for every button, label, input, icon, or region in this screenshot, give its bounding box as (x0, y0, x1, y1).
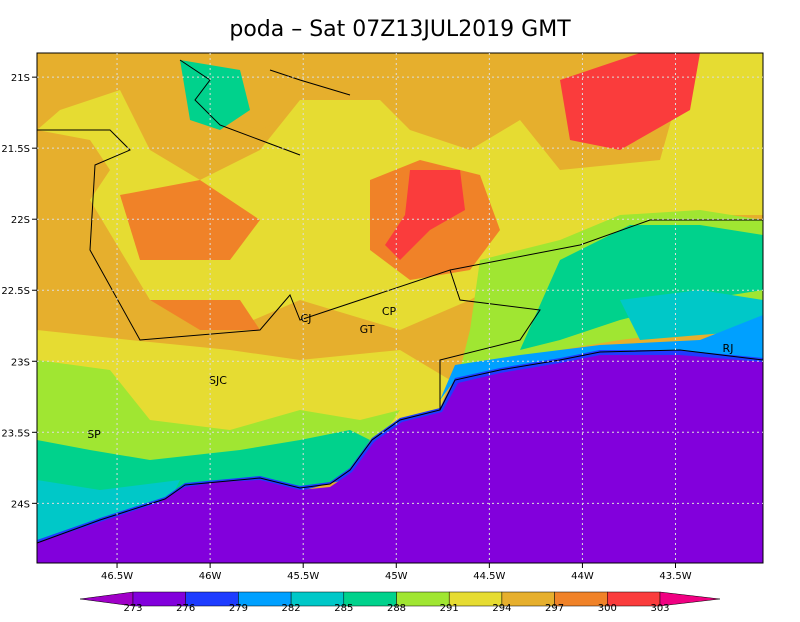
field-region (120, 180, 260, 260)
x-tick-label: 46W (199, 571, 222, 582)
state-border (449, 219, 763, 271)
y-tick-label: 23.5S (1, 428, 30, 439)
colorbar-label: 288 (387, 603, 406, 614)
place-label: GT (360, 323, 375, 336)
place-label: CP (382, 305, 397, 318)
x-tick-label: 45W (385, 571, 408, 582)
field-region (385, 170, 465, 260)
field-region (620, 290, 763, 340)
field (37, 53, 763, 563)
colorbar-label: 303 (650, 603, 669, 614)
colorbar-label: 297 (545, 603, 564, 614)
borders (36, 59, 764, 544)
y-tick-label: 24S (11, 499, 30, 510)
title: poda – Sat 07Z13JUL2019 GMT (229, 17, 571, 42)
map-frame (36, 52, 764, 564)
field-region (520, 225, 763, 350)
coastline (36, 349, 764, 544)
river (179, 59, 351, 156)
y-tick-label: 21S (11, 73, 30, 84)
x-tick-label: 43.5W (659, 571, 691, 582)
field-region (37, 355, 763, 563)
x-tick-label: 45.5W (287, 571, 319, 582)
colorbar-label: 276 (176, 603, 195, 614)
x-tick-label: 46.5W (101, 571, 133, 582)
colorbar-label: 273 (123, 603, 142, 614)
colorbar-label: 282 (282, 603, 301, 614)
colorbar-label: 300 (598, 603, 617, 614)
place-label: SP (87, 428, 101, 441)
place-label: CJ (301, 312, 312, 325)
colorbar-arrow (659, 591, 721, 607)
x-tick-label: 44.5W (473, 571, 505, 582)
field-region (560, 53, 700, 150)
place-label: SJC (209, 374, 227, 387)
field-region (150, 300, 260, 330)
state-border (37, 129, 541, 410)
x-tick-label: 44W (571, 571, 594, 582)
y-tick-label: 21.5S (1, 144, 30, 155)
y-tick-label: 23S (11, 357, 30, 368)
field-region (440, 315, 763, 400)
field-region (37, 480, 180, 542)
y-tick-label: 22.5S (1, 286, 30, 297)
colorbar-label: 279 (229, 603, 248, 614)
colorbar-label: 291 (440, 603, 459, 614)
y-tick-label: 22S (11, 215, 30, 226)
colorbar-label: 294 (492, 603, 511, 614)
colorbar-label: 285 (334, 603, 353, 614)
place-label: RJ (723, 342, 734, 355)
field-region (37, 53, 330, 130)
